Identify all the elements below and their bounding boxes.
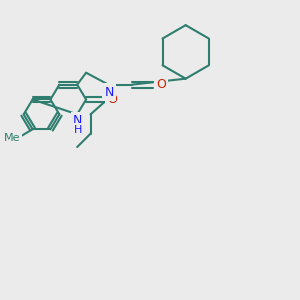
Text: N: N xyxy=(104,85,114,98)
Text: Me: Me xyxy=(4,133,20,143)
Text: N: N xyxy=(73,114,83,128)
Text: O: O xyxy=(107,93,117,106)
Text: O: O xyxy=(156,78,166,91)
Text: H: H xyxy=(74,125,82,135)
